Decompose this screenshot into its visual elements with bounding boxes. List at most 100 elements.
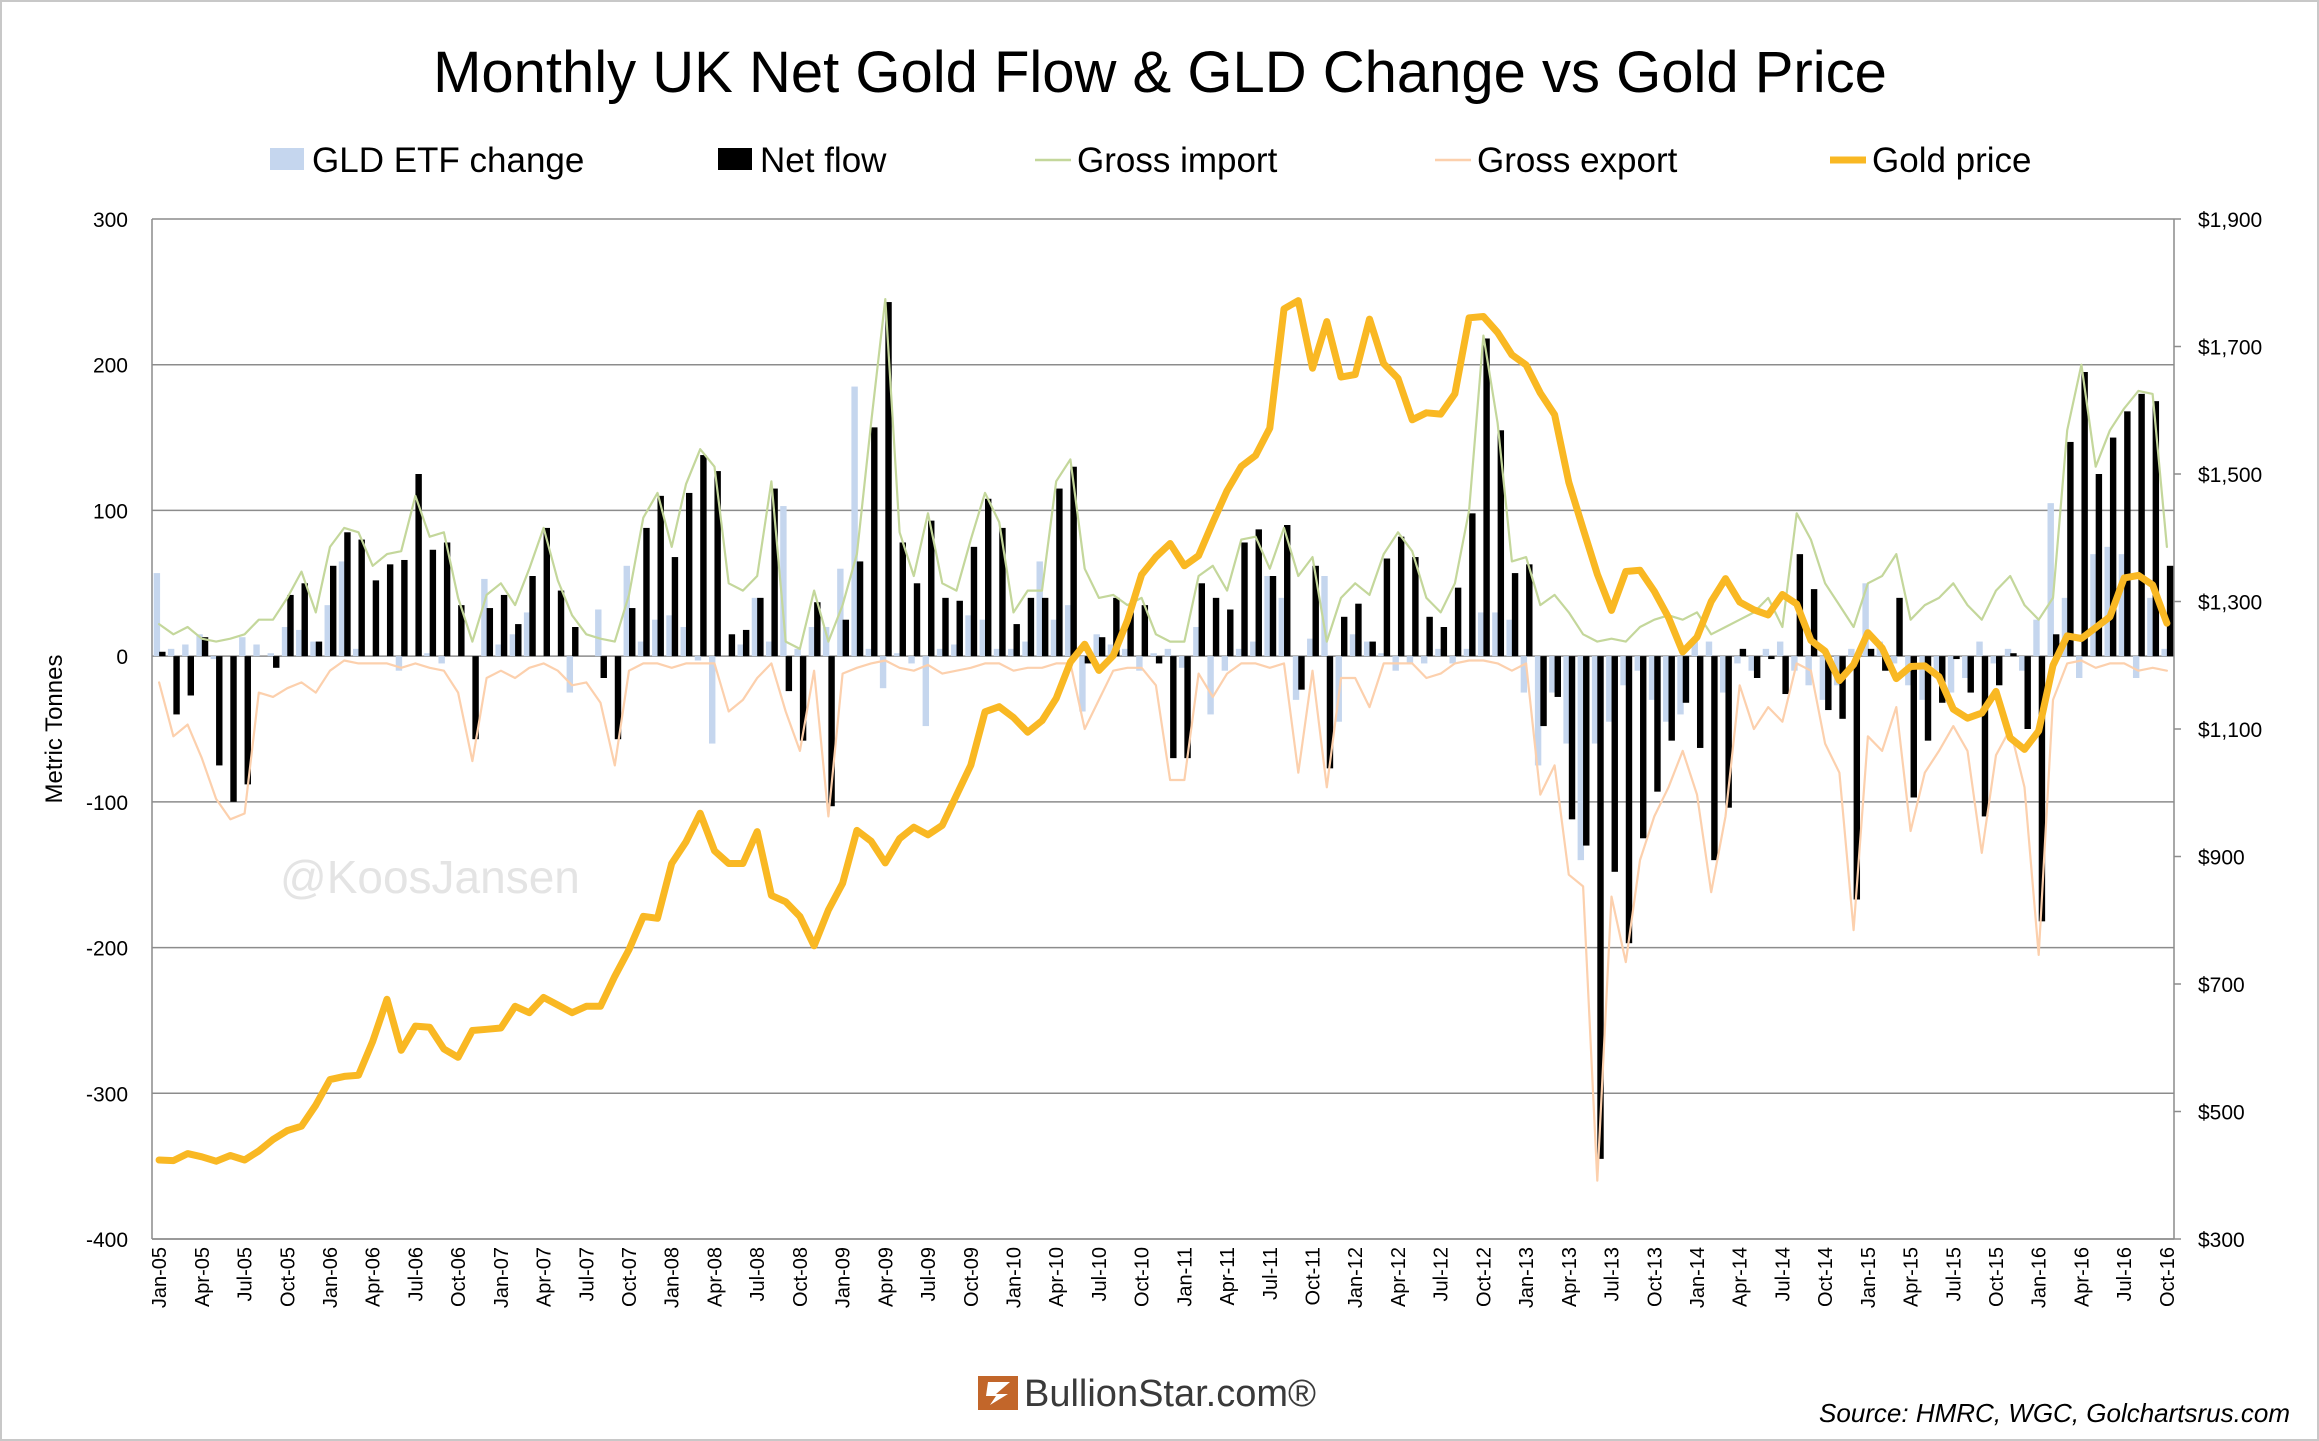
bar <box>643 527 650 657</box>
bar <box>1540 656 1547 727</box>
bar <box>1606 656 1613 722</box>
bar <box>287 594 294 657</box>
bar <box>1776 641 1784 657</box>
bar <box>1107 644 1115 657</box>
y2-tick-label: $300 <box>2198 1229 2245 1252</box>
bar <box>728 634 736 657</box>
bar <box>956 600 963 657</box>
x-tick-label: Apr-05 <box>192 1247 214 1307</box>
x-tick-label: Apr-10 <box>1046 1247 1068 1307</box>
y-tick-label: -400 <box>86 1229 128 1252</box>
bar <box>353 648 360 657</box>
bar <box>1141 605 1149 657</box>
bar <box>1093 634 1100 657</box>
bar <box>942 597 949 657</box>
bar <box>2024 656 2031 729</box>
bar <box>244 656 251 785</box>
bar <box>1340 616 1348 657</box>
bar <box>1654 656 1661 792</box>
bar <box>1568 656 1576 820</box>
bar <box>2061 597 2069 657</box>
bar <box>1554 656 1561 697</box>
bar <box>296 629 303 657</box>
bar <box>1207 656 1214 715</box>
bar <box>2147 597 2154 657</box>
bar <box>1022 641 1029 657</box>
bar <box>1221 656 1229 671</box>
y2-tick-label: $700 <box>2198 974 2245 997</box>
bar <box>344 532 351 657</box>
bar <box>737 644 744 657</box>
x-tick-label: Jan-09 <box>833 1247 855 1308</box>
bar <box>700 455 707 657</box>
bar <box>1469 513 1476 657</box>
bar <box>1369 641 1376 657</box>
x-tick-label: Jan-08 <box>662 1247 684 1308</box>
bar <box>865 648 873 657</box>
bar <box>472 656 479 740</box>
bar <box>1349 634 1357 657</box>
bar <box>922 656 930 727</box>
bar <box>153 573 161 657</box>
bar <box>1326 656 1334 769</box>
bar <box>1563 656 1570 744</box>
bar <box>500 594 508 657</box>
bar <box>1463 648 1471 657</box>
logo-icon <box>978 1376 1018 1410</box>
bar <box>1890 656 1898 664</box>
bar <box>1919 656 1926 700</box>
bar <box>395 656 403 671</box>
bar <box>1611 656 1618 872</box>
bar <box>1307 638 1314 657</box>
bar <box>273 656 280 668</box>
bar <box>1583 656 1590 846</box>
bar <box>1663 656 1670 722</box>
y2-tick-label: $1,300 <box>2198 592 2262 615</box>
watermark: @KoosJansen <box>280 851 580 903</box>
bar <box>1492 612 1499 657</box>
x-tick-label: Apr-11 <box>1217 1247 1239 1306</box>
x-tick-label: Jul-16 <box>2114 1247 2136 1301</box>
bar <box>1284 525 1291 657</box>
bar <box>685 492 693 657</box>
bar <box>338 561 346 657</box>
bar <box>438 656 445 664</box>
y-tick-label: 200 <box>93 355 128 378</box>
bar <box>1298 656 1305 690</box>
bar <box>1682 656 1690 703</box>
x-tick-label: Jan-07 <box>491 1247 513 1308</box>
bar <box>871 427 878 657</box>
x-tick-label: Jul-12 <box>1431 1247 1453 1301</box>
bar <box>856 561 864 657</box>
bar <box>415 474 422 657</box>
bar <box>1691 641 1698 657</box>
bar <box>372 580 380 657</box>
x-tick-label: Oct-16 <box>2157 1247 2179 1307</box>
bar <box>1164 648 1172 657</box>
bar <box>1136 656 1143 671</box>
bar <box>495 644 502 657</box>
y-tick-label: -300 <box>86 1083 128 1106</box>
y-tick-label: 100 <box>93 500 128 523</box>
bar <box>799 656 807 741</box>
bar <box>230 656 237 802</box>
bar <box>196 634 203 657</box>
bar <box>1924 656 1932 741</box>
bar <box>1748 656 1755 671</box>
bar <box>2104 546 2111 657</box>
y2-tick-label: $1,500 <box>2198 464 2262 487</box>
x-tick-label: Jul-05 <box>235 1247 257 1301</box>
line <box>158 659 2168 1182</box>
bar <box>1193 627 1200 657</box>
bar <box>1947 656 1955 693</box>
bar <box>1235 648 1243 657</box>
x-tick-label: Oct-12 <box>1473 1247 1495 1307</box>
bar <box>785 656 793 692</box>
bar <box>210 656 218 660</box>
bar <box>1008 648 1015 657</box>
bar <box>1677 656 1684 715</box>
bar <box>2161 648 2168 657</box>
bar <box>358 539 365 657</box>
